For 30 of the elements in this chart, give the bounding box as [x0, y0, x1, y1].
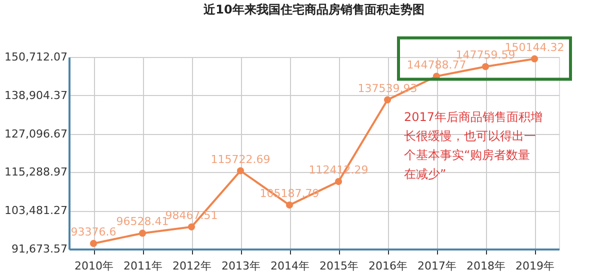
point — [236, 167, 244, 174]
point — [286, 202, 294, 209]
point — [138, 230, 146, 237]
data-label: 115722.69 — [210, 152, 270, 166]
y-tick-label: 138,904.37 — [4, 88, 68, 102]
x-tick-label: 2017年 — [418, 260, 456, 272]
x-tick-label: 2010年 — [74, 260, 114, 272]
y-tick-label: 150,712.07 — [4, 50, 68, 64]
point — [188, 223, 196, 230]
data-label: 144788.77 — [406, 58, 466, 72]
point — [530, 55, 538, 62]
point — [482, 63, 490, 70]
x-tick-label: 2011年 — [124, 260, 162, 272]
data-label: 93376.6 — [70, 225, 116, 238]
x-tick-label: 2018年 — [466, 260, 506, 272]
x-tick-label: 2019年 — [516, 260, 554, 272]
x-tick-label: 2015年 — [320, 260, 358, 272]
point — [334, 178, 342, 186]
chart-title: 近10年来我国住宅商品房销售面积走势图 — [202, 2, 424, 16]
y-tick-label: 91,673.57 — [12, 242, 68, 256]
y-tick-label: 103,481.27 — [4, 204, 68, 218]
point — [90, 240, 98, 247]
annotation: 2017年后商品销售面积增长很缓慢，也可以得出一个基本事实“购房者数量在减少” — [404, 110, 543, 181]
y-tick-label: 115,288.97 — [4, 166, 68, 179]
point — [384, 96, 392, 104]
x-tick-label: 2016年 — [368, 260, 408, 272]
y-tick-label: 127,096.67 — [4, 127, 68, 140]
x-tick-label: 2012年 — [172, 260, 212, 272]
x-tick-label: 2013年 — [222, 260, 260, 272]
x-tick-label: 2014年 — [270, 260, 310, 272]
